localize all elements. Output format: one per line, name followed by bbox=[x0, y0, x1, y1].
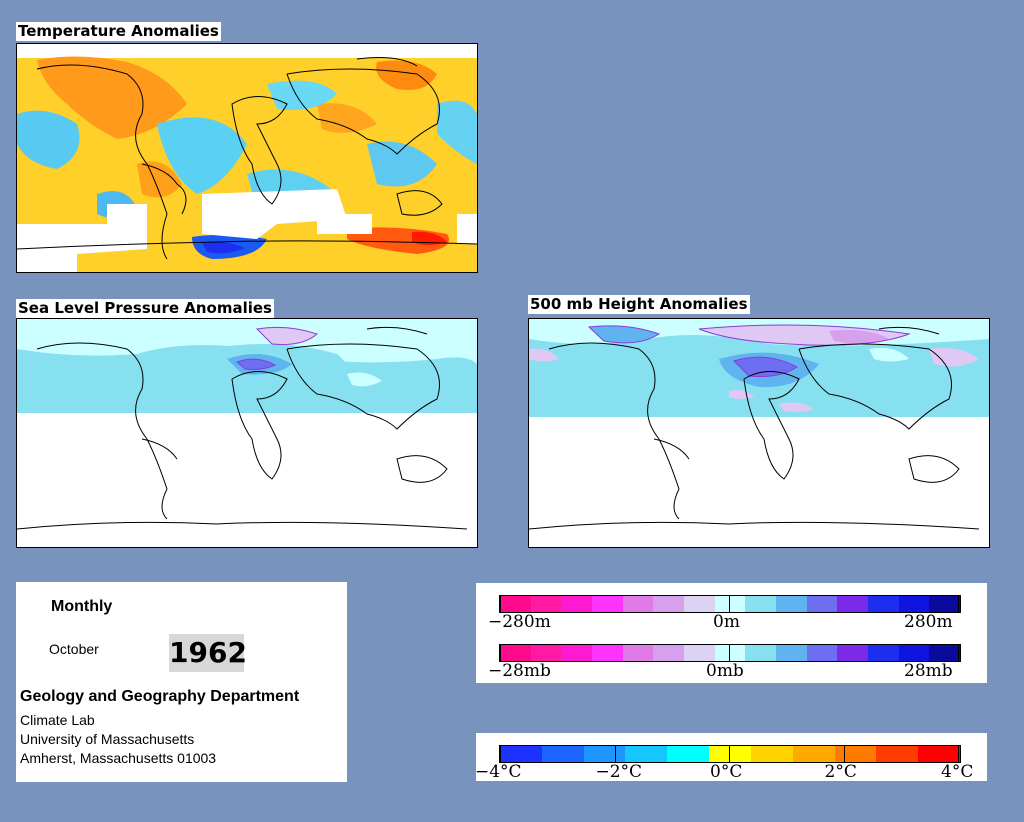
legend-tick bbox=[843, 746, 845, 762]
height-500mb-map bbox=[528, 318, 990, 548]
temperature-panel-title: Temperature Anomalies bbox=[16, 22, 221, 41]
color-swatch bbox=[868, 645, 899, 661]
color-swatch bbox=[745, 596, 777, 612]
color-swatch bbox=[684, 596, 715, 612]
color-swatch bbox=[750, 746, 793, 762]
color-swatch bbox=[898, 645, 930, 661]
temperature-color-bar bbox=[499, 745, 961, 763]
color-swatch bbox=[837, 596, 869, 612]
color-swatch bbox=[868, 596, 899, 612]
color-swatch bbox=[745, 645, 777, 661]
temperature-tick-label: 4°C bbox=[941, 762, 974, 782]
color-swatch bbox=[918, 746, 960, 762]
color-swatch bbox=[500, 746, 542, 762]
color-swatch bbox=[561, 596, 593, 612]
color-swatch bbox=[776, 645, 807, 661]
color-swatch bbox=[530, 596, 562, 612]
color-swatch bbox=[625, 746, 668, 762]
temperature-tick-label: −2°C bbox=[595, 762, 643, 782]
university-name: University of Massachusetts bbox=[20, 731, 195, 747]
color-swatch bbox=[592, 596, 623, 612]
info-panel: Monthly October 1962 Geology and Geograp… bbox=[16, 582, 347, 782]
month-label: October bbox=[49, 641, 99, 657]
temperature-tick-label: 0°C bbox=[710, 762, 743, 782]
legend-tick bbox=[958, 746, 959, 762]
legend-tick bbox=[500, 746, 501, 762]
legend-tick bbox=[729, 645, 730, 661]
year-label: 1962 bbox=[169, 634, 247, 672]
color-swatch bbox=[622, 596, 654, 612]
color-swatch bbox=[876, 746, 919, 762]
pressure-max-label: 28mb bbox=[904, 661, 953, 681]
legend-tick bbox=[500, 596, 501, 612]
color-swatch bbox=[667, 746, 710, 762]
sea-level-pressure-map bbox=[16, 318, 478, 548]
height-max-label: 280m bbox=[904, 612, 953, 632]
color-swatch bbox=[806, 596, 838, 612]
color-swatch bbox=[929, 596, 961, 612]
legend-tick bbox=[958, 596, 959, 612]
address-line: Amherst, Massachusetts 01003 bbox=[20, 750, 217, 766]
color-swatch bbox=[561, 645, 593, 661]
height-mid-label: 0m bbox=[713, 612, 740, 632]
period-label: Monthly bbox=[51, 598, 113, 615]
color-swatch bbox=[592, 645, 623, 661]
temperature-tick-label: −4°C bbox=[475, 762, 522, 782]
color-swatch bbox=[806, 645, 838, 661]
color-swatch bbox=[714, 645, 746, 661]
legend-tick bbox=[729, 596, 730, 612]
legend-tick bbox=[958, 645, 959, 661]
color-swatch bbox=[929, 645, 961, 661]
height-min-label: −280m bbox=[488, 612, 551, 632]
color-swatch bbox=[653, 645, 685, 661]
temperature-legend: −4°C −2°C 0°C 2°C 4°C bbox=[475, 733, 987, 782]
color-swatch bbox=[684, 645, 715, 661]
height500-panel-title: 500 mb Height Anomalies bbox=[528, 295, 750, 314]
color-swatch bbox=[714, 596, 746, 612]
color-swatch bbox=[653, 596, 685, 612]
color-swatch bbox=[500, 645, 531, 661]
height-color-bar bbox=[499, 595, 961, 613]
temperature-anomaly-map bbox=[16, 43, 478, 273]
pressure-color-bar bbox=[499, 644, 961, 662]
color-swatch bbox=[776, 596, 807, 612]
legend-tick bbox=[614, 746, 616, 762]
color-swatch bbox=[530, 645, 562, 661]
color-swatch bbox=[541, 746, 584, 762]
legend-tick bbox=[729, 746, 730, 762]
color-swatch bbox=[834, 746, 877, 762]
color-swatch bbox=[837, 645, 869, 661]
color-swatch bbox=[792, 746, 835, 762]
pressure-min-label: −28mb bbox=[488, 661, 551, 681]
color-swatch bbox=[622, 645, 654, 661]
department-name: Geology and Geography Department bbox=[20, 688, 300, 705]
pressure-mid-label: 0mb bbox=[706, 661, 744, 681]
color-swatch bbox=[898, 596, 930, 612]
lab-name: Climate Lab bbox=[20, 712, 95, 728]
temperature-tick-label: 2°C bbox=[824, 762, 857, 782]
slp-panel-title: Sea Level Pressure Anomalies bbox=[16, 299, 274, 318]
height-pressure-legend: −280m 0m 280m −28mb 0mb 28mb bbox=[476, 583, 987, 683]
color-swatch bbox=[583, 746, 626, 762]
legend-tick bbox=[500, 645, 501, 661]
color-swatch bbox=[500, 596, 531, 612]
